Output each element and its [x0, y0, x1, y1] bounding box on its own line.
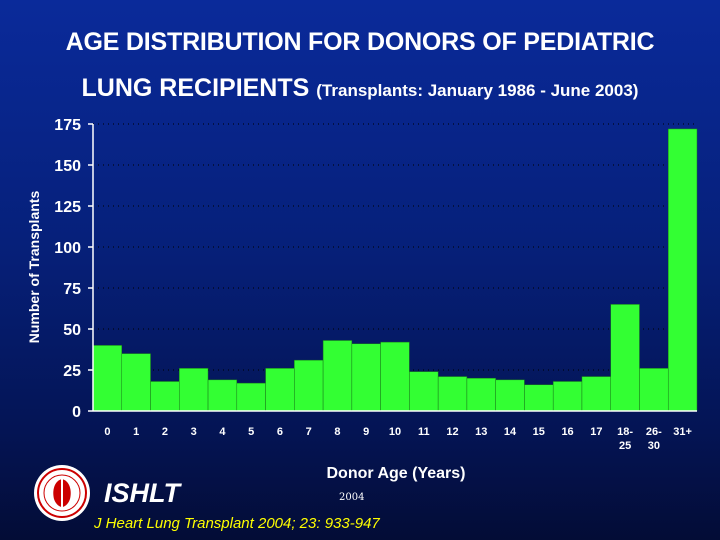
bar: [150, 381, 180, 412]
x-tick-label-line: 12: [446, 426, 458, 438]
bar: [380, 341, 410, 412]
x-tick-label-line: 15: [533, 426, 545, 438]
x-tick-label: 5: [248, 426, 254, 438]
x-tick-label-line: 7: [306, 426, 312, 438]
x-tick-label: 7: [306, 426, 312, 438]
y-tick-label: 100: [54, 240, 81, 257]
y-tick-label: 125: [54, 199, 81, 216]
x-tick-label: 2: [162, 426, 168, 438]
bar: [581, 376, 611, 412]
y-tick-label: 50: [63, 322, 81, 339]
x-tick-label: 12: [446, 426, 458, 438]
x-tick-label-line: 30: [648, 440, 660, 452]
x-axis-label: Donor Age (Years): [327, 465, 466, 482]
x-tick-label: 3: [191, 426, 197, 438]
x-tick-label-line: 25: [619, 440, 631, 452]
bar: [524, 384, 554, 412]
chart-subtitle: (Transplants: January 1986 - June 2003): [316, 81, 639, 100]
bar: [437, 376, 468, 412]
bar: [552, 381, 583, 412]
chart-title-main: LUNG RECIPIENTS: [81, 74, 310, 102]
x-tick-label: 15: [533, 426, 545, 438]
chart-title-line1: AGE DISTRIBUTION FOR DONORS OF PEDIATRIC: [65, 28, 655, 56]
bar: [179, 368, 209, 412]
x-tick-label: 4: [219, 426, 226, 438]
y-tick-label: 25: [63, 363, 81, 380]
y-axis-label: Number of Transplants: [26, 191, 42, 344]
bar: [409, 371, 439, 412]
bar: [294, 359, 324, 412]
x-tick-label-line: 3: [191, 426, 197, 438]
bar: [322, 340, 353, 412]
x-tick-label: 18-25: [617, 426, 633, 452]
bar: [92, 345, 123, 412]
bar: [236, 382, 266, 412]
x-tick-label-line: 11: [418, 426, 430, 438]
x-tick-label-line: 10: [389, 426, 401, 438]
x-tick-label: 14: [504, 426, 517, 438]
x-tick-label: 17: [590, 426, 602, 438]
y-tick-label: 150: [54, 158, 81, 175]
x-tick-label-line: 16: [561, 426, 573, 438]
bar: [121, 353, 151, 412]
x-tick-label: 10: [389, 426, 401, 438]
citation: J Heart Lung Transplant 2004; 23: 933-94…: [94, 515, 380, 532]
x-tick-label-line: 13: [475, 426, 487, 438]
x-tick-label: 13: [475, 426, 487, 438]
x-tick-label: 26-30: [646, 426, 662, 452]
bar: [207, 379, 238, 412]
x-tick-label-line: 18-: [617, 426, 633, 438]
x-tick-label: 16: [561, 426, 573, 438]
x-tick-label: 9: [363, 426, 369, 438]
y-tick-label: 175: [54, 117, 81, 134]
x-tick-label: 0: [104, 426, 110, 438]
bar: [466, 377, 496, 412]
chart-title-line2: LUNG RECIPIENTS (Transplants: January 19…: [0, 74, 720, 103]
x-tick-label-line: 4: [219, 426, 226, 438]
x-tick-label: 1: [133, 426, 139, 438]
x-tick-label: 6: [277, 426, 283, 438]
org-name: ISHLT: [104, 478, 180, 508]
bar: [667, 128, 698, 412]
bar: [610, 304, 640, 412]
y-tick-label: 0: [72, 404, 81, 421]
footer-year: 2004: [339, 492, 365, 503]
x-tick-label-line: 31+: [673, 426, 692, 438]
x-tick-label: 8: [334, 426, 340, 438]
x-tick-label-line: 14: [504, 426, 517, 438]
x-tick-label-line: 2: [162, 426, 168, 438]
bar: [351, 343, 381, 412]
x-tick-label-line: 26-: [646, 426, 662, 438]
x-tick-label-line: 17: [590, 426, 602, 438]
x-tick-label-line: 9: [363, 426, 369, 438]
y-tick-label: 75: [63, 281, 81, 298]
gridlines: [93, 123, 697, 371]
x-tick-label: 11: [418, 426, 430, 438]
x-tick-label-line: 0: [104, 426, 110, 438]
x-tick-label-line: 6: [277, 426, 283, 438]
y-tick-labels: 0 25 50 75 100 125 150 175: [54, 117, 93, 421]
ishlt-logo: [34, 465, 90, 521]
x-tick-label-line: 1: [133, 426, 139, 438]
x-tick-label: 31+: [673, 426, 692, 438]
bars: [92, 128, 698, 412]
x-tick-label-line: 5: [248, 426, 254, 438]
x-tick-label-line: 8: [334, 426, 340, 438]
bar: [265, 368, 295, 412]
bar: [495, 379, 525, 412]
bar: [639, 368, 669, 412]
